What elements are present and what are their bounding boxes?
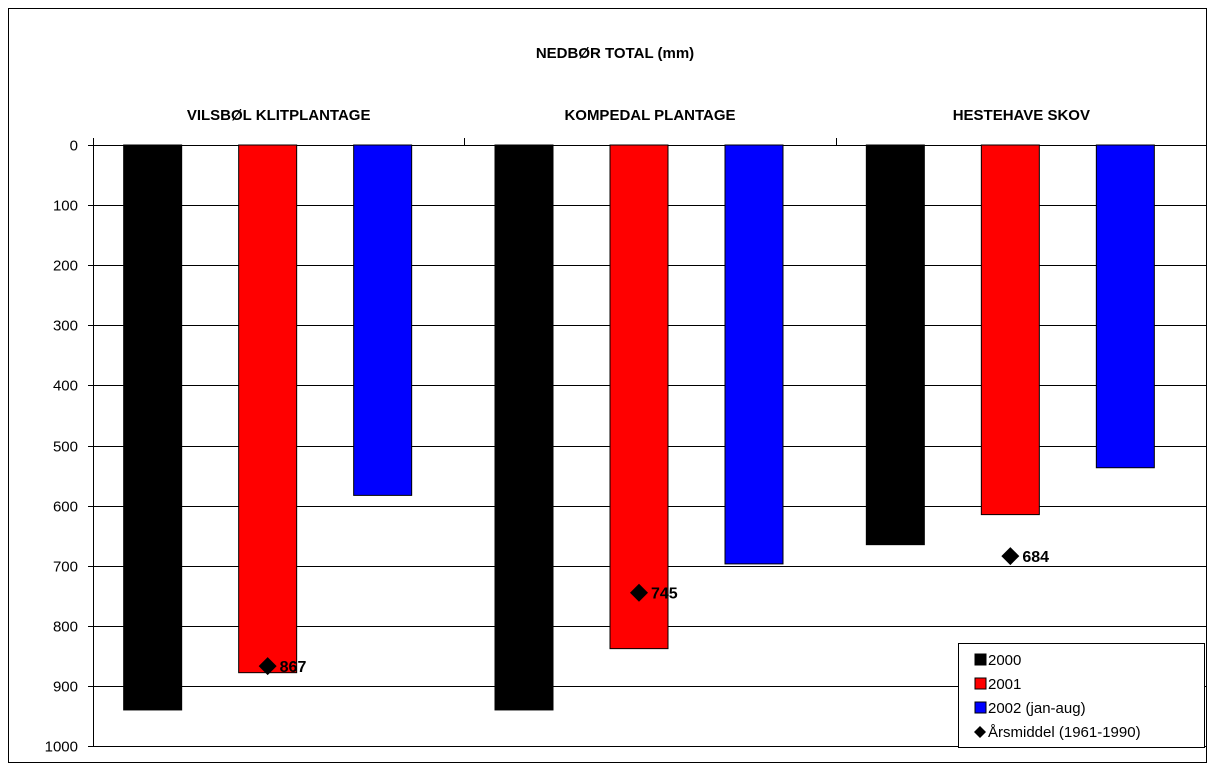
legend-label: 2001 bbox=[988, 676, 1021, 693]
data-label: 867 bbox=[280, 659, 307, 676]
legend-marker-icon bbox=[974, 726, 986, 738]
axes: 0 100 200 300 400 500 600 700 800 900 1000 bbox=[45, 138, 837, 756]
y-tick-label: 500 bbox=[53, 439, 78, 456]
legend-swatch bbox=[974, 701, 987, 714]
y-tick-label: 600 bbox=[53, 499, 78, 516]
y-tick-label: 300 bbox=[53, 318, 78, 335]
bar bbox=[609, 144, 669, 650]
bar bbox=[1095, 144, 1155, 469]
y-tick-label: 900 bbox=[53, 679, 78, 696]
y-tick-label: 0 bbox=[70, 138, 78, 155]
chart-title: NEDBØR TOTAL (mm) bbox=[536, 45, 694, 62]
average-marker bbox=[1001, 547, 1020, 566]
y-tick-label: 400 bbox=[53, 378, 78, 395]
data-label: 745 bbox=[651, 586, 678, 603]
legend-swatch bbox=[974, 677, 987, 690]
y-tick-label: 1000 bbox=[45, 739, 78, 756]
legend-label: 2000 bbox=[988, 652, 1021, 669]
bars bbox=[123, 144, 1155, 711]
bar bbox=[865, 144, 925, 546]
legend: 2000 2001 2002 (jan-aug) Årsmiddel (1961-19… bbox=[958, 643, 1205, 748]
legend-swatch bbox=[974, 653, 987, 666]
average-marker bbox=[258, 657, 277, 676]
bar bbox=[724, 144, 784, 565]
average-marker bbox=[630, 583, 648, 602]
y-tick-label: 800 bbox=[53, 619, 78, 636]
bar bbox=[238, 144, 298, 674]
y-tick-label: 700 bbox=[53, 559, 78, 576]
bar bbox=[494, 144, 554, 711]
y-tick-label: 200 bbox=[53, 258, 78, 275]
legend-label: Årsmiddel (1961-1990) bbox=[988, 724, 1141, 741]
category-label: VILSBØL KLITPLANTAGE bbox=[187, 107, 371, 124]
legend-label: 2002 (jan-aug) bbox=[988, 700, 1086, 717]
y-tick-label: 100 bbox=[53, 198, 78, 215]
legend-box bbox=[958, 643, 1205, 748]
bar bbox=[123, 144, 183, 711]
category-label: KOMPEDAL PLANTAGE bbox=[564, 107, 735, 124]
labels: VILSBØL KLITPLANTAGE KOMPEDAL PLANTAGE HES… bbox=[187, 107, 1090, 676]
bar bbox=[353, 144, 413, 496]
category-label: HESTEHAVE SKOV bbox=[953, 107, 1090, 124]
average-markers bbox=[258, 547, 1020, 676]
data-label: 684 bbox=[1022, 549, 1049, 566]
bar bbox=[980, 144, 1040, 516]
